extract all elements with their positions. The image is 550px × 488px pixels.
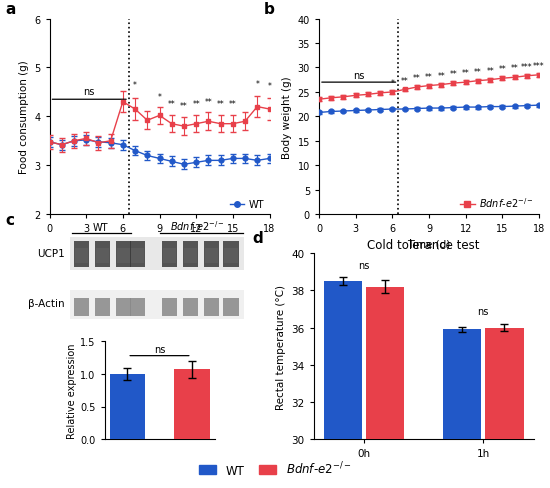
FancyBboxPatch shape [163, 249, 176, 263]
Y-axis label: Food consumption (g): Food consumption (g) [19, 61, 29, 174]
Text: d: d [252, 231, 263, 245]
Text: **: ** [511, 64, 519, 73]
FancyBboxPatch shape [131, 249, 144, 263]
Legend: $\it{Bdnf}$-$\it{e2}$$^{-/-}$: $\it{Bdnf}$-$\it{e2}$$^{-/-}$ [460, 196, 534, 210]
FancyBboxPatch shape [96, 249, 109, 263]
Text: **: ** [425, 73, 433, 81]
Text: β-Actin: β-Actin [28, 298, 65, 308]
Bar [323, 282, 361, 488]
Text: **: ** [437, 72, 445, 81]
FancyBboxPatch shape [74, 242, 89, 267]
FancyBboxPatch shape [70, 238, 244, 270]
Text: a: a [6, 1, 16, 17]
Text: c: c [6, 212, 14, 227]
Text: **: ** [474, 68, 482, 77]
Text: **: ** [168, 100, 175, 109]
FancyBboxPatch shape [224, 249, 238, 263]
Text: ns: ns [154, 345, 165, 355]
Text: WT: WT [92, 223, 108, 232]
Bar [366, 287, 404, 488]
Y-axis label: Rectal temperature (°C): Rectal temperature (°C) [276, 284, 285, 409]
Text: **: ** [413, 74, 421, 83]
FancyBboxPatch shape [183, 298, 198, 316]
FancyBboxPatch shape [130, 242, 145, 267]
FancyBboxPatch shape [223, 242, 239, 267]
FancyBboxPatch shape [95, 242, 110, 267]
Text: ns: ns [358, 261, 370, 270]
X-axis label: Time (d): Time (d) [408, 239, 450, 249]
FancyBboxPatch shape [130, 298, 145, 316]
FancyBboxPatch shape [205, 249, 218, 263]
Bar [109, 374, 145, 439]
Text: *: * [255, 80, 259, 89]
Text: ***: *** [521, 63, 532, 72]
Y-axis label: Relative expression: Relative expression [67, 343, 78, 438]
FancyBboxPatch shape [183, 242, 198, 267]
FancyBboxPatch shape [70, 291, 244, 320]
Text: *: * [390, 79, 394, 88]
X-axis label: Time (d): Time (d) [138, 239, 181, 249]
Text: **: ** [205, 98, 212, 106]
FancyBboxPatch shape [162, 298, 177, 316]
FancyBboxPatch shape [204, 242, 219, 267]
Text: **: ** [192, 100, 200, 109]
FancyBboxPatch shape [74, 298, 89, 316]
FancyBboxPatch shape [116, 298, 131, 316]
Legend: WT, $\it{Bdnf}$-$\it{e2}$$^{-/-}$: WT, $\it{Bdnf}$-$\it{e2}$$^{-/-}$ [194, 455, 356, 482]
FancyBboxPatch shape [117, 249, 130, 263]
Y-axis label: Body weight (g): Body weight (g) [282, 76, 292, 158]
Text: *: * [157, 93, 162, 102]
Text: *: * [133, 81, 137, 90]
FancyBboxPatch shape [75, 249, 88, 263]
Text: **: ** [180, 102, 188, 111]
FancyBboxPatch shape [204, 298, 219, 316]
Text: ns: ns [477, 307, 489, 317]
Text: *: * [267, 82, 272, 91]
FancyBboxPatch shape [116, 242, 131, 267]
Text: ns: ns [353, 71, 365, 81]
Text: **: ** [401, 77, 409, 85]
Legend: WT: WT [230, 200, 265, 210]
FancyBboxPatch shape [223, 298, 239, 316]
Bar [443, 330, 481, 488]
Text: UCP1: UCP1 [37, 249, 65, 259]
Text: ***: *** [533, 62, 545, 71]
Text: **: ** [217, 100, 224, 109]
FancyBboxPatch shape [162, 242, 177, 267]
Text: ns: ns [84, 87, 95, 97]
Text: $\it{Bdnf}$-$\it{e2}$$^{-/-}$: $\it{Bdnf}$-$\it{e2}$$^{-/-}$ [169, 219, 224, 232]
Text: **: ** [449, 70, 457, 79]
Text: **: ** [462, 69, 470, 78]
Text: **: ** [498, 65, 506, 74]
Text: **: ** [229, 100, 236, 109]
FancyBboxPatch shape [184, 249, 197, 263]
Text: b: b [264, 1, 275, 17]
Title: Cold tolerance test: Cold tolerance test [367, 238, 480, 251]
Bar [174, 369, 210, 439]
FancyBboxPatch shape [95, 298, 110, 316]
Text: **: ** [486, 67, 494, 76]
Bar [486, 328, 524, 488]
